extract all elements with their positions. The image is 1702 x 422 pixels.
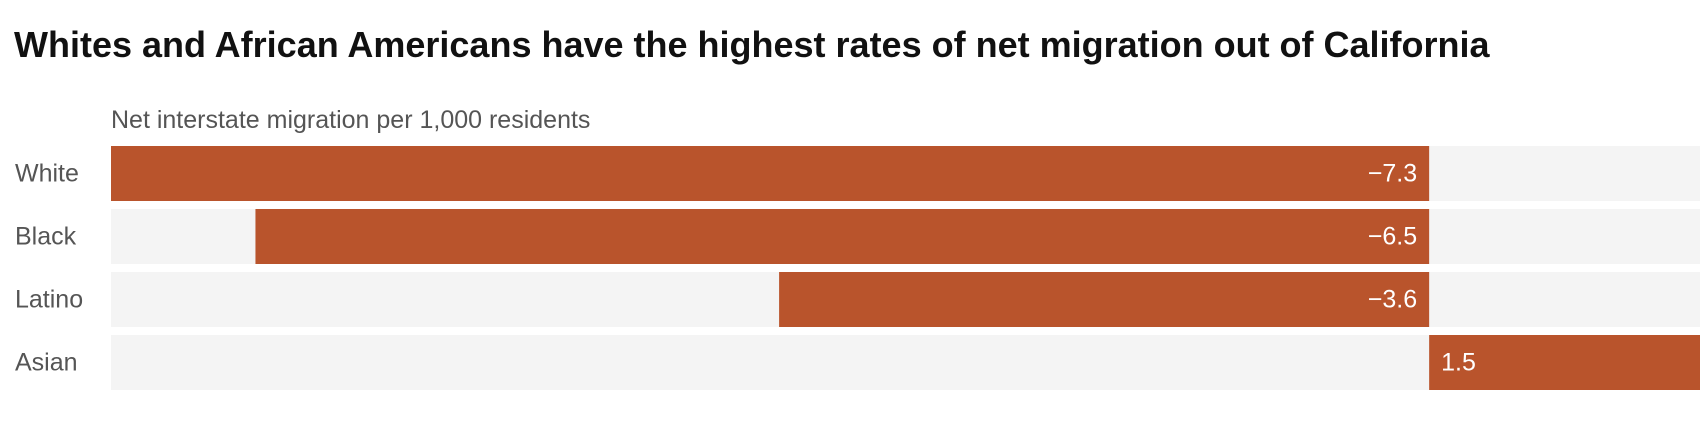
value-label-white: −7.3 xyxy=(1368,160,1417,188)
bar-latino xyxy=(779,272,1430,327)
category-label-asian: Asian xyxy=(15,349,78,377)
category-label-latino: Latino xyxy=(15,286,83,314)
bar-white xyxy=(111,146,1430,201)
category-label-black: Black xyxy=(15,223,77,251)
value-label-latino: −3.6 xyxy=(1368,286,1417,314)
axis-label: Net interstate migration per 1,000 resid… xyxy=(111,106,591,134)
bar-black xyxy=(255,209,1430,264)
value-label-asian: 1.5 xyxy=(1441,349,1476,377)
category-label-white: White xyxy=(15,160,79,188)
value-label-black: −6.5 xyxy=(1368,223,1417,251)
bar-asian xyxy=(1429,335,1700,390)
chart-title: Whites and African Americans have the hi… xyxy=(14,24,1490,65)
